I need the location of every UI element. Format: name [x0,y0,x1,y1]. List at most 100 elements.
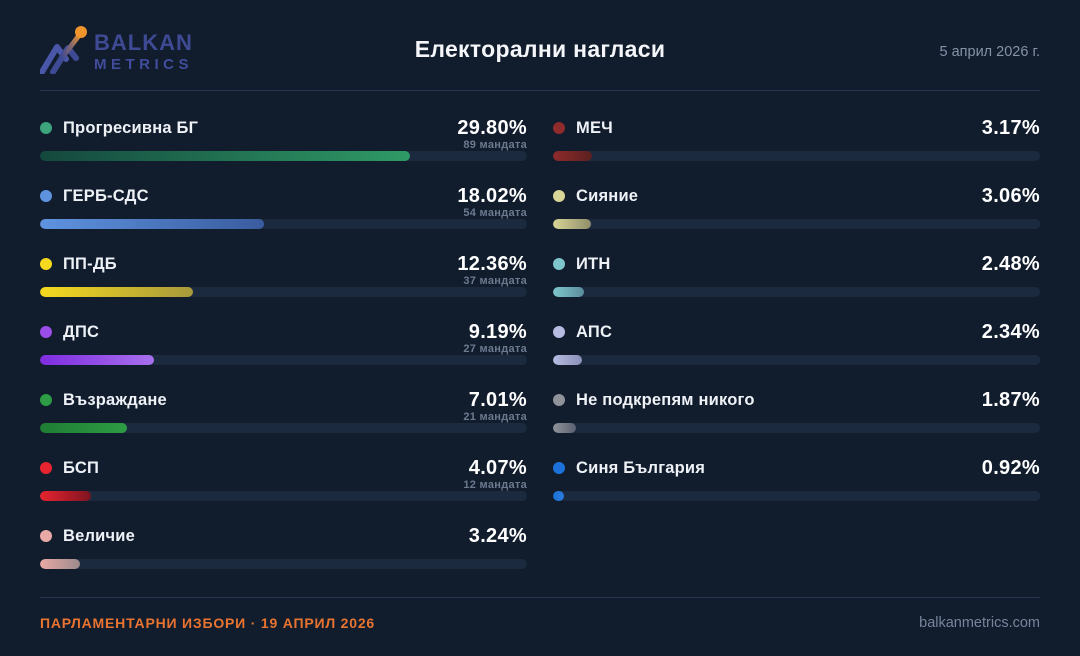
party-color-dot [40,530,52,542]
party-bar-fill [40,355,155,365]
party-seats: 27 мандата [463,343,527,355]
party-bar-fill [40,423,128,433]
party-color-dot [40,394,52,406]
party-bar-track [553,151,1040,161]
party-name: Възраждане [63,390,167,409]
party-seats [553,207,1040,219]
party-color-dot [553,258,565,270]
party-bar-fill [40,559,81,569]
party-seats [553,139,1040,151]
party-seats: 37 мандата [463,275,527,287]
results-column-left: Прогресивна БГ 29.80% 89 мандата ГЕРБ-СДС 18… [40,108,527,584]
party-bar-track [553,355,1040,365]
party-row: ИТН 2.48% [553,244,1040,312]
party-bar-fill [40,491,91,501]
logo-line1: BALKAN [94,30,193,55]
footer: ПАРЛАМЕНТАРНИ ИЗБОРИ · 19 АПРИЛ 2026 bal… [40,597,1040,631]
party-name: Не подкрепям никого [576,390,755,409]
party-seats [553,275,1040,287]
party-bar-fill [40,151,411,161]
party-row: ПП-ДБ 12.36% 37 мандата [40,244,527,312]
party-seats: 54 мандата [463,207,527,219]
party-name: Сияние [576,186,639,205]
party-bar-track [40,287,527,297]
party-bar-track [553,491,1040,501]
party-bar-fill [553,219,591,229]
party-bar-fill [553,355,583,365]
party-name: Прогресивна БГ [63,118,199,137]
party-bar-fill [40,287,194,297]
header: BALKAN METRICS Електорални нагласи 5 апр… [0,0,1080,91]
party-row: ГЕРБ-СДС 18.02% 54 мандата [40,176,527,244]
party-bar-fill [553,287,584,297]
party-bar-track [40,219,527,229]
party-name: ГЕРБ-СДС [63,186,149,205]
party-bar-track [553,287,1040,297]
party-color-dot [40,190,52,202]
poll-results: Прогресивна БГ 29.80% 89 мандата ГЕРБ-СДС 18… [0,91,1080,584]
party-name: ДПС [63,322,100,341]
party-seats [40,547,527,559]
party-bar-fill [553,491,565,501]
party-name: ПП-ДБ [63,254,117,273]
party-row: Синя България 0.92% [553,448,1040,516]
party-seats: 21 мандата [463,411,527,423]
party-color-dot [553,326,565,338]
party-color-dot [40,462,52,474]
party-percentage: 2.34% [981,320,1040,343]
party-percentage: 18.02% [457,184,527,207]
party-row: ДПС 9.19% 27 мандата [40,312,527,380]
party-seats [553,411,1040,423]
page-title: Електорални нагласи [414,36,666,62]
party-percentage: 1.87% [981,388,1040,411]
party-percentage: 3.17% [981,116,1040,139]
party-percentage: 3.06% [981,184,1040,207]
party-color-dot [40,122,52,134]
party-bar-track [40,423,527,433]
party-row: АПС 2.34% [553,312,1040,380]
party-bar-fill [553,151,593,161]
balkan-metrics-logo: BALKAN METRICS [40,24,193,74]
party-name: ИТН [576,254,611,273]
party-bar-fill [40,219,264,229]
mountain-trend-icon [40,26,87,74]
party-bar-track [553,423,1040,433]
party-percentage: 3.24% [468,524,527,547]
party-name: МЕЧ [576,118,613,137]
party-row: МЕЧ 3.17% [553,108,1040,176]
header-date: 5 април 2026 г. [939,44,1041,60]
party-bar-track [40,559,527,569]
party-name: Синя България [576,458,706,477]
header-divider [40,90,1040,91]
party-color-dot [40,326,52,338]
party-percentage: 0.92% [981,456,1040,479]
party-color-dot [40,258,52,270]
party-seats [553,343,1040,355]
party-name: Величие [63,526,136,545]
party-row: Прогресивна БГ 29.80% 89 мандата [40,108,527,176]
party-percentage: 7.01% [468,388,527,411]
logo-text: BALKAN METRICS [94,32,193,74]
party-row: Сияние 3.06% [553,176,1040,244]
party-percentage: 29.80% [457,116,527,139]
party-row: Възраждане 7.01% 21 мандата [40,380,527,448]
party-name: АПС [576,322,613,341]
party-seats [553,479,1040,491]
party-seats: 12 мандата [463,479,527,491]
footer-website: balkanmetrics.com [919,615,1040,631]
results-column-right: МЕЧ 3.17% Сияние 3.06% ИТН 2.48% АПС 2.34% Не по… [553,108,1040,584]
party-row: Величие 3.24% [40,516,527,584]
party-name: БСП [63,458,100,477]
party-row: Не подкрепям никого 1.87% [553,380,1040,448]
party-bar-track [553,219,1040,229]
party-color-dot [553,122,565,134]
party-percentage: 4.07% [468,456,527,479]
party-percentage: 2.48% [981,252,1040,275]
footer-election-label: ПАРЛАМЕНТАРНИ ИЗБОРИ · 19 АПРИЛ 2026 [40,615,375,631]
party-bar-track [40,151,527,161]
logo-line2: METRICS [94,56,193,73]
party-row: БСП 4.07% 12 мандата [40,448,527,516]
party-color-dot [553,462,565,474]
party-color-dot [553,394,565,406]
